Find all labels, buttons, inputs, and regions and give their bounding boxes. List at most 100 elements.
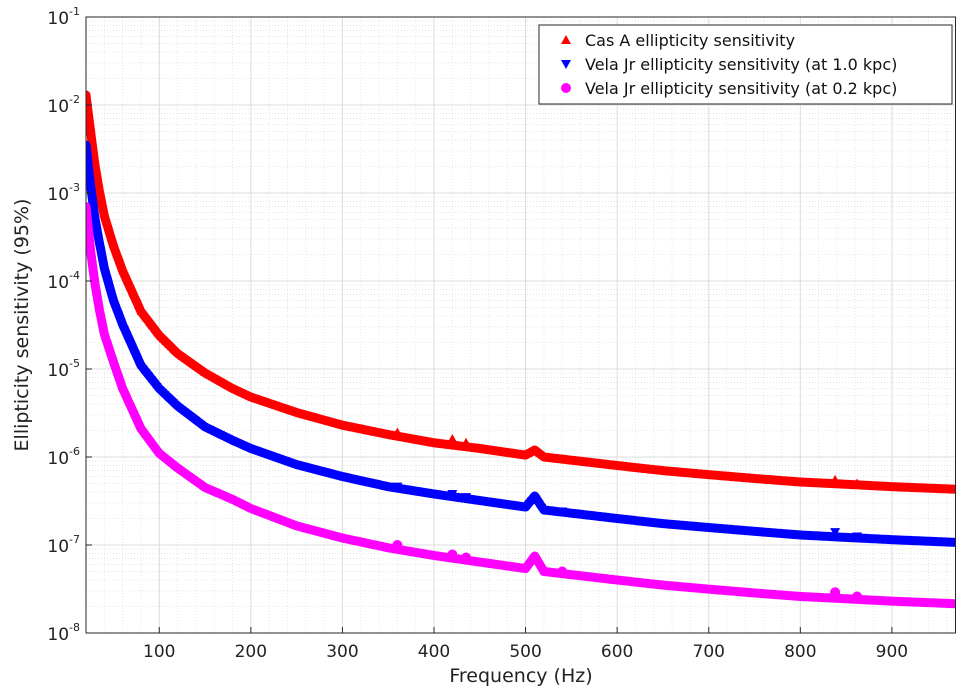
data-point-spike	[461, 552, 472, 563]
data-point	[95, 241, 104, 249]
data-point	[92, 291, 101, 300]
x-tick-label: 600	[601, 642, 633, 662]
data-point	[535, 499, 544, 508]
x-tick-label: 800	[784, 642, 816, 662]
data-point	[86, 166, 93, 174]
data-point	[98, 320, 107, 329]
data-point	[125, 400, 134, 409]
y-tick-label: 10-8	[47, 621, 80, 645]
legend-entry-label: Vela Jr ellipticity sensitivity (at 1.0 …	[585, 55, 897, 74]
data-point-spike	[447, 549, 458, 560]
data-point	[112, 249, 121, 257]
data-point	[112, 365, 121, 374]
data-point	[106, 349, 115, 358]
legend-entry-label: Cas A ellipticity sensitivity	[585, 31, 795, 50]
data-point	[128, 406, 137, 415]
data-point	[106, 287, 115, 295]
data-point	[117, 381, 126, 390]
data-point	[95, 189, 104, 197]
data-point-spike	[830, 528, 841, 538]
data-point	[87, 134, 96, 142]
data-point	[87, 253, 96, 262]
legend-marker	[561, 60, 571, 69]
x-tick-label: 900	[876, 642, 908, 662]
legend-box	[538, 24, 953, 105]
data-point-spike	[392, 482, 403, 492]
data-point	[114, 373, 123, 382]
data-point	[128, 289, 137, 297]
data-point	[950, 485, 956, 493]
data-point	[86, 90, 90, 99]
data-point	[125, 337, 134, 345]
y-axis-ticks: 10-8 10-7 10-6 10-5 10-4 10-3 10-2 10-1	[47, 5, 92, 645]
series-2	[86, 140, 956, 547]
data-point	[134, 301, 143, 309]
x-tick-label: 200	[235, 642, 267, 662]
data-point	[98, 202, 107, 210]
plot-series	[86, 90, 956, 609]
data-point	[106, 232, 115, 241]
data-point	[103, 223, 112, 232]
x-tick-label: 500	[509, 642, 541, 662]
data-point	[134, 418, 143, 427]
data-point-spike	[392, 540, 403, 550]
data-point	[92, 226, 101, 234]
legend-marker	[561, 83, 571, 93]
x-axis-label: Frequency (Hz)	[449, 665, 592, 687]
y-tick-label: 10-7	[47, 533, 80, 557]
series-1	[86, 90, 956, 494]
data-point	[120, 325, 129, 333]
x-tick-label: 100	[143, 642, 175, 662]
data-point	[532, 495, 541, 503]
data-point-spike	[447, 434, 458, 444]
data-point-spike	[852, 478, 863, 488]
y-tick-label: 10-2	[47, 93, 80, 117]
y-tick-label: 10-3	[47, 181, 80, 205]
data-point	[86, 112, 93, 121]
data-point	[134, 356, 143, 364]
data-point-spike	[557, 507, 568, 517]
data-point	[92, 173, 101, 181]
data-point	[112, 304, 121, 312]
data-point	[128, 343, 137, 351]
x-tick-label: 300	[326, 642, 358, 662]
data-point	[109, 358, 118, 367]
legend-entry-label: Vela Jr ellipticity sensitivity (at 0.2 …	[585, 79, 897, 98]
data-point-spike	[852, 591, 863, 602]
data-point	[950, 539, 956, 547]
x-tick-label: 700	[693, 642, 725, 662]
data-point	[103, 277, 112, 286]
data-point	[123, 277, 132, 285]
legend: Cas A ellipticity sensitivity Vela Jr ell…	[538, 24, 953, 105]
y-tick-label: 10-6	[47, 445, 80, 469]
data-point-spike	[830, 587, 841, 598]
data-point	[95, 307, 104, 316]
data-point	[90, 209, 99, 217]
data-point	[120, 388, 129, 397]
data-point-spike	[852, 532, 863, 542]
data-point	[131, 412, 140, 421]
data-point-spike	[461, 493, 472, 503]
data-point-spike	[392, 427, 403, 437]
data-point-spike	[447, 489, 458, 499]
data-point	[131, 349, 140, 358]
data-point	[103, 341, 112, 350]
data-point	[86, 229, 93, 238]
y-axis-label: Ellipticity sensitivity (95%)	[11, 199, 33, 452]
data-point	[101, 268, 110, 276]
data-point	[123, 331, 132, 339]
data-point	[98, 255, 107, 263]
data-point-spike	[557, 453, 568, 463]
x-axis-ticks: 100 200 300 400 500 600 700 800 900	[143, 627, 908, 662]
data-point	[123, 394, 132, 403]
data-point	[90, 274, 99, 283]
y-tick-label: 10-1	[47, 5, 80, 29]
data-point	[86, 202, 90, 211]
data-point	[109, 297, 118, 305]
series-3	[86, 202, 956, 609]
data-point	[125, 283, 134, 291]
data-point	[131, 295, 140, 303]
data-point-spike	[461, 437, 472, 447]
data-point	[101, 332, 110, 341]
